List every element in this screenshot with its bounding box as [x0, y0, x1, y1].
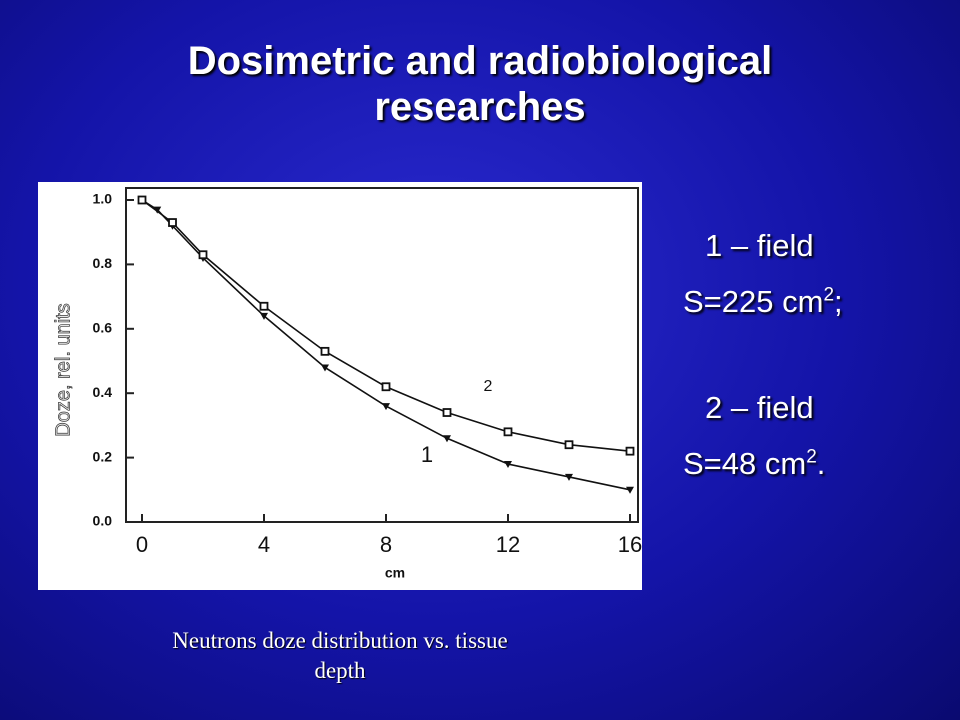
- note-area: S=48 cm2.: [683, 446, 825, 482]
- x-tick-label: 16: [618, 532, 642, 557]
- x-tick-label: 0: [136, 532, 148, 557]
- note-area-sup: 2: [823, 284, 835, 306]
- x-tick-label: 12: [496, 532, 520, 557]
- marker: [443, 435, 451, 443]
- marker: [626, 486, 634, 494]
- marker: [564, 440, 574, 450]
- y-axis-label: Doze, rel. units: [52, 303, 74, 436]
- note-area-text: S=225 cm: [683, 284, 824, 319]
- marker: [259, 301, 269, 311]
- caption-line: depth: [314, 658, 366, 683]
- marker: [198, 250, 208, 260]
- series-label: 2: [484, 378, 493, 395]
- series-line: [141, 199, 631, 452]
- marker: [153, 206, 162, 214]
- marker: [168, 218, 177, 227]
- marker: [503, 427, 513, 437]
- marker: [137, 195, 147, 205]
- y-tick-label: 0.6: [93, 320, 113, 336]
- x-tick-label: 4: [258, 532, 270, 557]
- y-tick-label: 0.4: [93, 384, 113, 400]
- note-area-end: ;: [834, 284, 843, 319]
- note-area-end: .: [816, 446, 826, 481]
- y-tick-label: 0.8: [93, 255, 113, 271]
- note-area: S=225 cm2;: [683, 284, 843, 320]
- marker: [320, 346, 330, 356]
- note-label: 2 – field: [705, 390, 814, 425]
- chart-background: [38, 182, 642, 590]
- y-tick-label: 0.2: [93, 448, 113, 464]
- y-tick-label: 1.0: [93, 191, 113, 207]
- slide-title: Dosimetric and radiobiological researche…: [187, 39, 773, 129]
- note-area-text: S=48 cm: [683, 446, 807, 481]
- marker: [321, 364, 329, 372]
- marker: [442, 408, 452, 417]
- marker: [504, 461, 512, 469]
- caption-line: Neutrons doze distribution vs. tissue: [172, 628, 508, 653]
- marker: [625, 446, 635, 456]
- note-area-sup: 2: [806, 446, 817, 468]
- caption: Neutrons doze distribution vs. tissue dep…: [100, 626, 580, 686]
- plot-frame: [125, 187, 639, 523]
- series-label: 1: [421, 442, 433, 467]
- marker: [260, 312, 268, 320]
- marker: [382, 403, 390, 411]
- x-axis-label: cm: [385, 565, 405, 581]
- note-label: 1 – field: [705, 228, 814, 263]
- y-tick-label: 0.0: [93, 513, 113, 529]
- x-tick-label: 8: [380, 532, 392, 557]
- marker: [381, 382, 391, 392]
- marker: [565, 473, 573, 481]
